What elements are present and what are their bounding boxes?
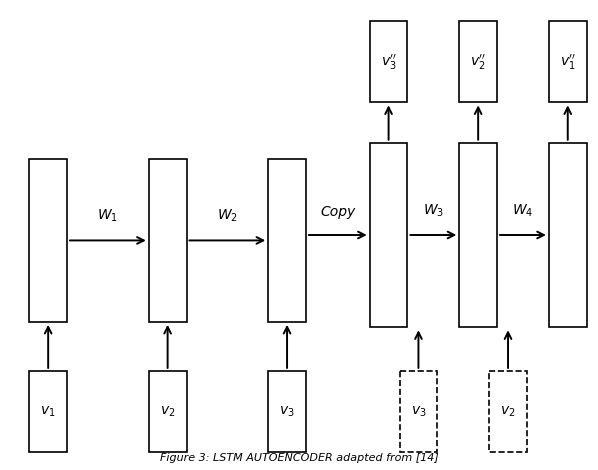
- Text: $v_3''$: $v_3''$: [380, 53, 396, 72]
- Bar: [370, 142, 407, 328]
- Bar: [489, 371, 527, 452]
- Text: $W_1$: $W_1$: [97, 208, 118, 224]
- Text: $W_4$: $W_4$: [512, 202, 533, 219]
- Bar: [29, 371, 67, 452]
- Bar: [399, 371, 437, 452]
- Text: Copy: Copy: [320, 205, 355, 219]
- Text: Figure 3: LSTM AUTOENCODER adapted from [14]: Figure 3: LSTM AUTOENCODER adapted from …: [160, 453, 438, 463]
- Bar: [459, 142, 497, 328]
- Text: $v_3$: $v_3$: [279, 405, 295, 419]
- Text: $v_1''$: $v_1''$: [560, 53, 576, 72]
- Bar: [370, 21, 407, 102]
- Text: $v_2$: $v_2$: [160, 405, 175, 419]
- Text: $v_2$: $v_2$: [501, 405, 515, 419]
- Text: $v_3$: $v_3$: [411, 405, 426, 419]
- Text: $W_3$: $W_3$: [423, 202, 444, 219]
- Text: $v_1$: $v_1$: [41, 405, 56, 419]
- Bar: [268, 159, 306, 322]
- Bar: [149, 371, 187, 452]
- Text: $v_2''$: $v_2''$: [470, 53, 486, 72]
- Text: $W_2$: $W_2$: [217, 208, 238, 224]
- Bar: [29, 159, 67, 322]
- Bar: [549, 21, 587, 102]
- Bar: [459, 21, 497, 102]
- Bar: [149, 159, 187, 322]
- Bar: [549, 142, 587, 328]
- Bar: [268, 371, 306, 452]
